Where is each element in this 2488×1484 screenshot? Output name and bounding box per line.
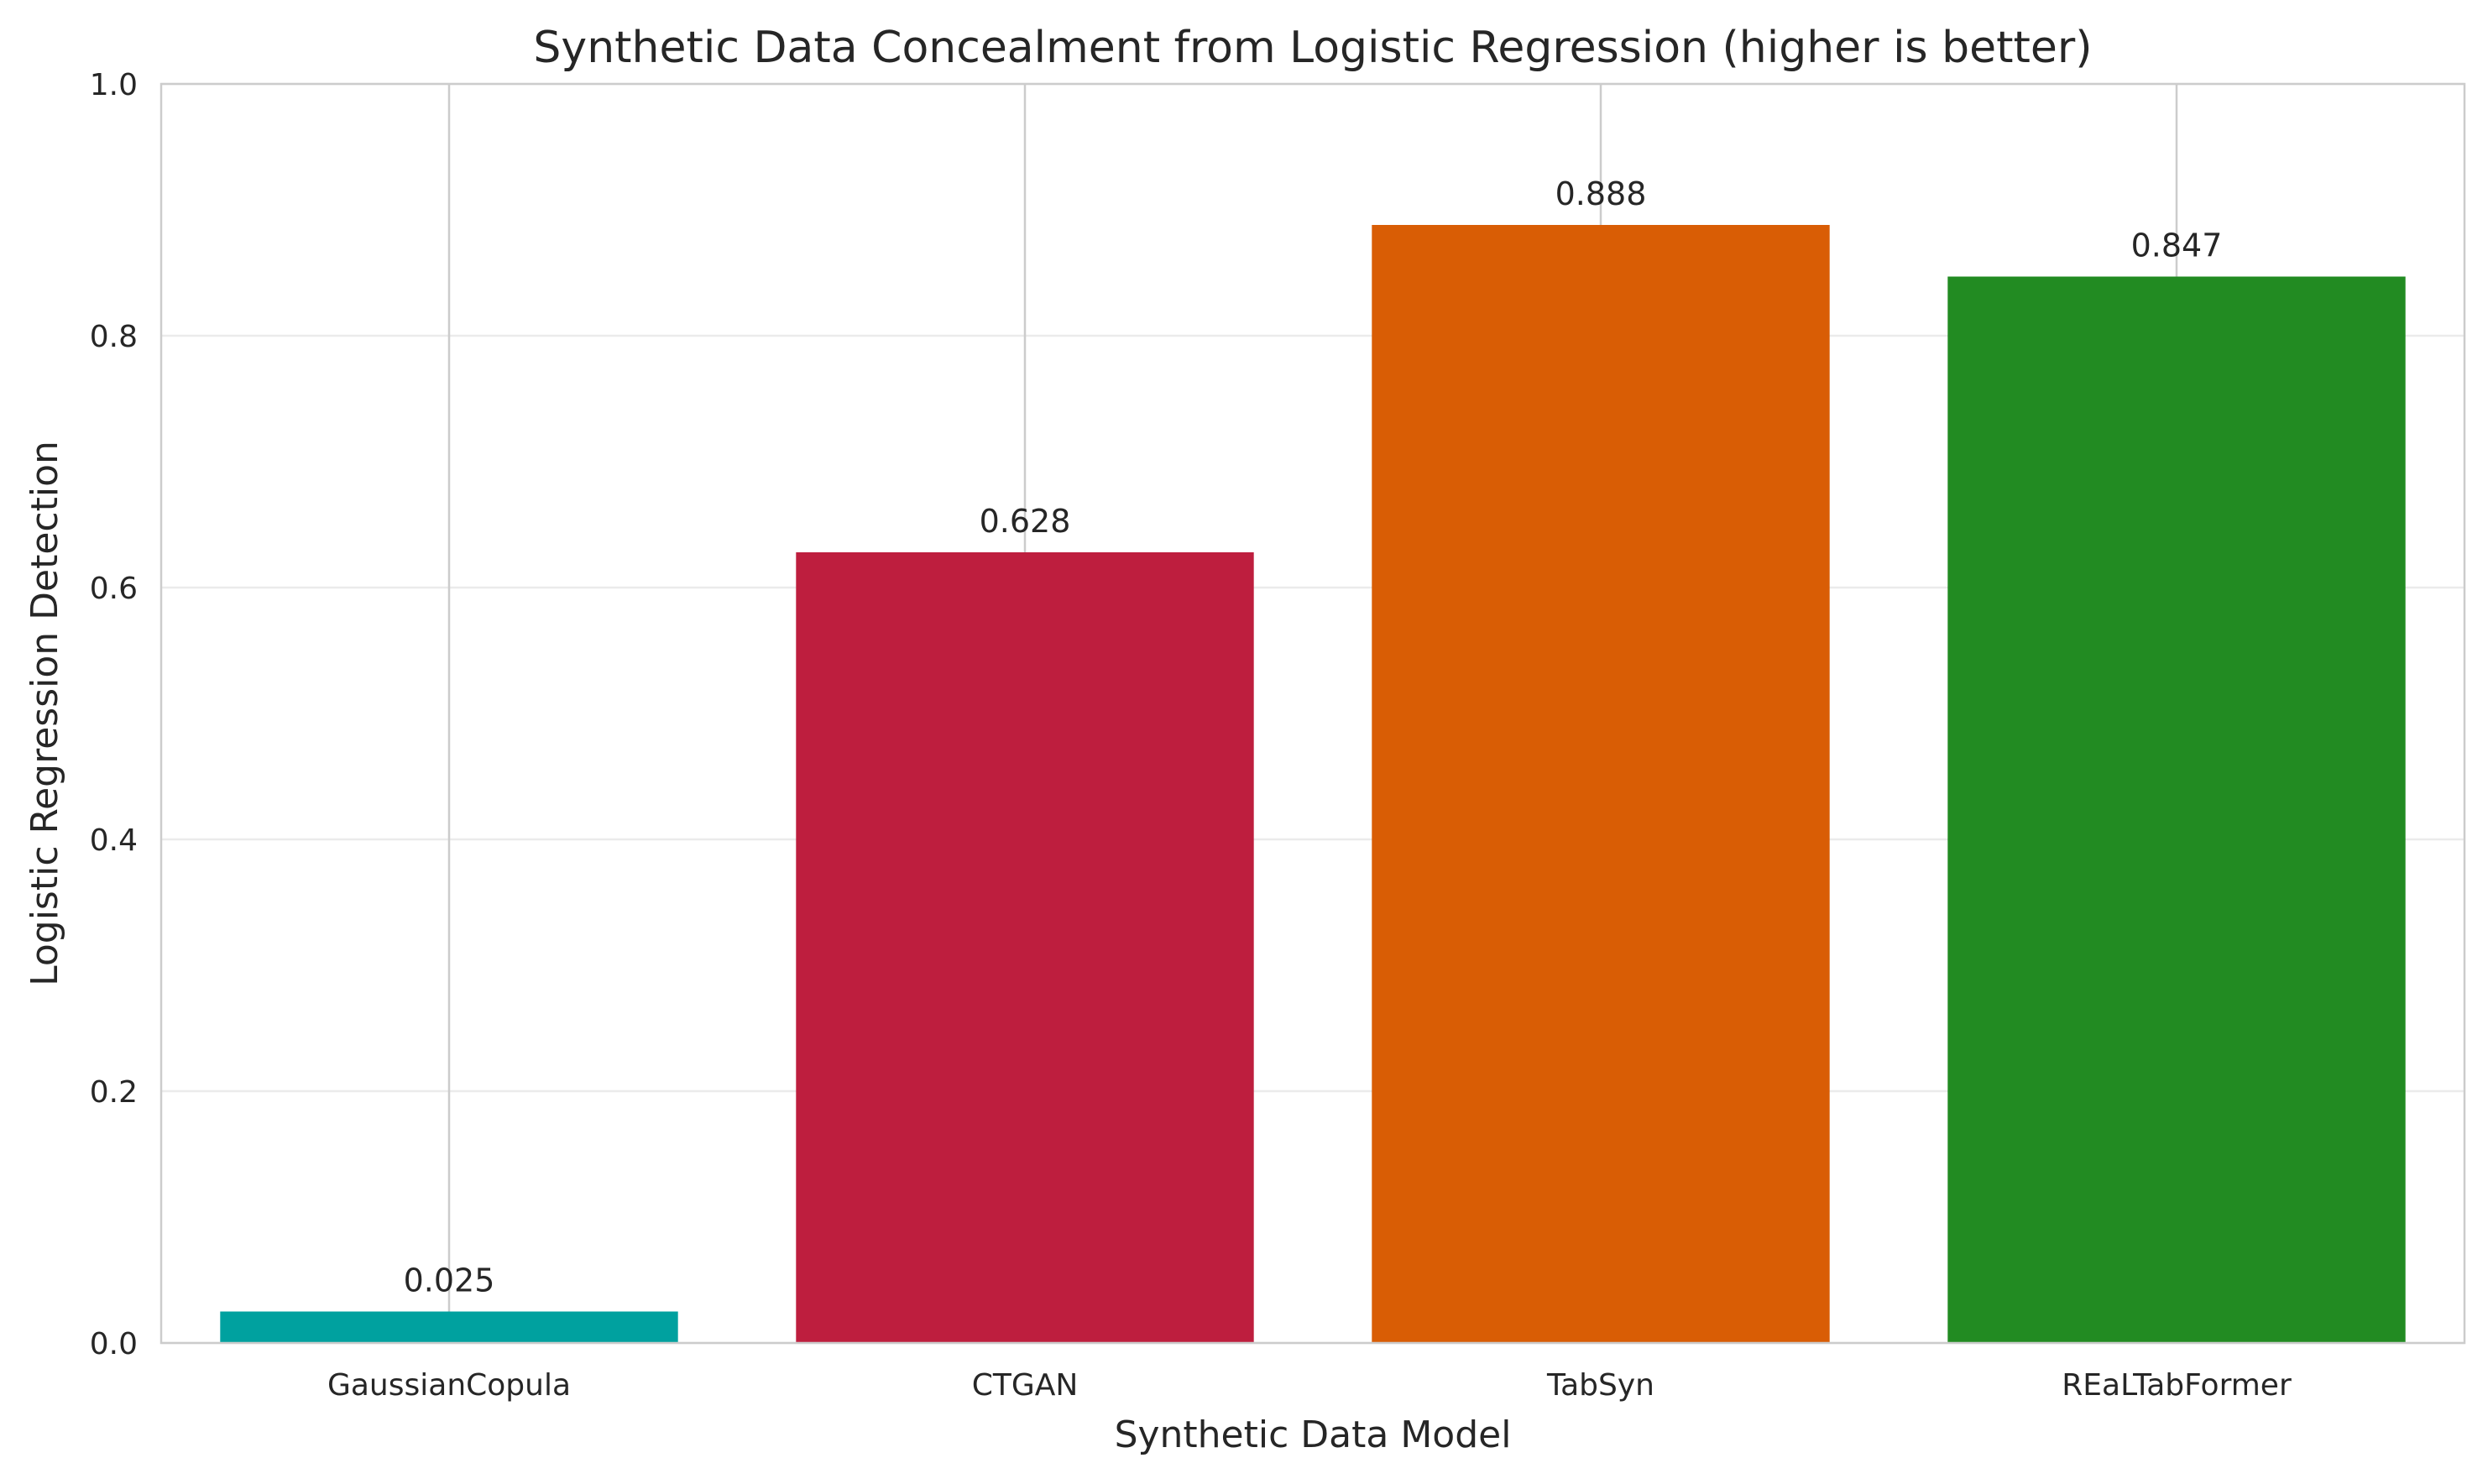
y-tick-label: 0.2: [90, 1075, 138, 1110]
bar-value-labels: 0.025 0.628 0.888 0.847: [404, 175, 2223, 1299]
x-tick-labels: GaussianCopula CTGAN TabSyn REaLTabFormer: [327, 1368, 2292, 1403]
y-tick-label: 0.8: [90, 320, 138, 354]
bar-value-label: 0.628: [980, 503, 1071, 540]
bars: [220, 225, 2406, 1343]
bar-value-label: 0.847: [2131, 227, 2223, 264]
chart-title: Synthetic Data Concealment from Logistic…: [533, 23, 2092, 73]
y-tick-labels: 0.0 0.2 0.4 0.6 0.8 1.0: [90, 68, 138, 1361]
bar-value-label: 0.025: [404, 1262, 495, 1299]
x-tick-label: CTGAN: [972, 1368, 1079, 1403]
bar-gaussiancopula: [220, 1311, 678, 1343]
y-axis-label: Logistic Regression Detection: [24, 441, 66, 986]
bar-tabsyn: [1372, 225, 1830, 1343]
x-axis-label: Synthetic Data Model: [1115, 1413, 1512, 1456]
x-tick-label: GaussianCopula: [327, 1368, 571, 1403]
bar-value-label: 0.888: [1555, 175, 1647, 212]
bar-realtabformer: [1947, 276, 2406, 1343]
x-tick-label: REaLTabFormer: [2062, 1368, 2292, 1403]
y-tick-label: 0.4: [90, 823, 138, 858]
bar-ctgan: [796, 552, 1254, 1343]
plot-frame: [159, 82, 2466, 1345]
y-tick-label: 1.0: [90, 68, 138, 102]
y-tick-label: 0.0: [90, 1327, 138, 1361]
x-tick-label: TabSyn: [1546, 1368, 1654, 1403]
y-tick-label: 0.6: [90, 572, 138, 606]
